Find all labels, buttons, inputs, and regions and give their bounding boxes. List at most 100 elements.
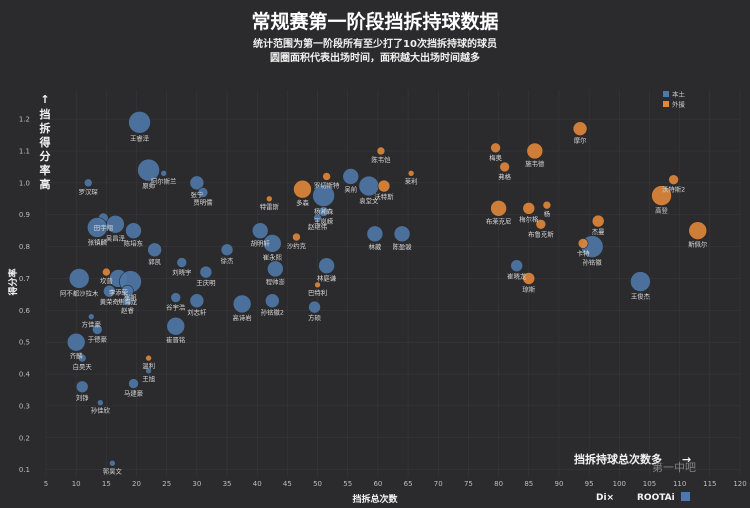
x-annotation-arrow: → <box>682 453 691 466</box>
data-point <box>137 158 160 182</box>
data-point <box>103 284 116 298</box>
data-point-label: 王庆明 <box>196 278 215 287</box>
data-point <box>66 332 86 352</box>
x-tick-label: 55 <box>343 480 352 488</box>
data-point <box>267 260 284 278</box>
data-point <box>499 161 510 173</box>
data-point-label: 原帅 <box>142 181 155 190</box>
x-tick-label: 35 <box>223 480 232 488</box>
data-point-label: 卡特 <box>577 248 590 257</box>
data-point <box>265 195 273 203</box>
data-point <box>318 257 335 274</box>
data-point <box>263 234 282 253</box>
brand-logo-text: ROOTAi <box>637 493 675 503</box>
x-tick-label: 110 <box>673 480 686 488</box>
x-tick-label: 30 <box>192 480 201 488</box>
data-point-label: 郭凯 <box>148 257 161 266</box>
data-point-label: 王俊杰 <box>631 292 651 301</box>
data-point-label: 弗格 <box>498 172 511 181</box>
data-point <box>265 293 280 309</box>
watermark: 第一中吧 <box>652 460 696 474</box>
x-tick-label: 5 <box>44 480 48 488</box>
x-axis-ticks: 5 10 15 20 25 30 35 40 45 50 55 60 65 70 75 80 85 90 95 100… <box>44 480 747 488</box>
data-point-label: 坎普 <box>100 276 113 285</box>
data-point-label: 布莱克尼 <box>486 216 512 225</box>
data-point-label: 郭昊文 <box>103 466 123 475</box>
data-point-label: 梅奥 <box>489 153 502 162</box>
data-point <box>199 265 213 279</box>
data-point <box>176 257 188 268</box>
data-point-label: 赵睿 <box>121 306 134 315</box>
data-point <box>251 222 269 239</box>
data-point <box>407 169 415 177</box>
data-point-label: 温利 <box>142 361 155 370</box>
data-point-label: 施韦德 <box>525 159 545 168</box>
data-point <box>522 202 536 215</box>
data-point <box>510 259 524 272</box>
data-point-label: 程帅澎 <box>266 277 286 286</box>
data-point-label: 崔永熙 <box>263 252 283 261</box>
data-point-label: 孙铭徽2 <box>261 308 284 317</box>
y-tick-label: 0.8 <box>19 243 30 251</box>
data-point-label: 贾明儒 <box>193 197 213 206</box>
data-point <box>68 268 90 289</box>
chart-subtitle-line-1: 统计范围为第一阶段所有至少打了10次挡拆持球的球员 <box>253 37 497 50</box>
data-point-label: 马建豪 <box>124 389 144 398</box>
data-point-label: 方佳豪 <box>82 320 102 329</box>
data-point <box>490 142 501 154</box>
y-tick-label: 0.3 <box>19 402 30 410</box>
legend-label-local: 本土 <box>672 90 686 99</box>
x-tick-label: 40 <box>253 480 262 488</box>
data-point-label: 田宇翔 <box>94 223 113 232</box>
data-point-label: 赵继伟 <box>308 222 328 231</box>
x-tick-label: 60 <box>373 480 382 488</box>
data-point-label: 孙佳欣 <box>91 406 111 415</box>
data-point-label: 王睿泽 <box>130 133 150 142</box>
data-point-label: 斯佩尔 <box>688 240 708 249</box>
data-point-label: 杨瀚森 <box>314 207 334 216</box>
data-point-label: 阿不都沙拉木 <box>60 288 99 297</box>
data-point-label: 琼斯 <box>522 284 535 293</box>
y-tick-label: 0.4 <box>19 371 31 379</box>
data-point-label: 沙约克 <box>287 241 307 250</box>
x-tick-label: 45 <box>283 480 292 488</box>
x-tick-label: 65 <box>404 480 413 488</box>
data-point <box>77 353 87 363</box>
data-point-label: 焦海龙 <box>118 297 138 306</box>
x-tick-label: 85 <box>524 480 533 488</box>
data-point <box>342 168 360 185</box>
data-point-label: 刘晓宇 <box>172 268 191 277</box>
y-axis-ticks: 0.1 0.2 0.3 0.4 0.5 0.6 0.7 0.8 0.9 1.0 1.1 1.2 <box>19 116 31 475</box>
data-point-label: 张镇麟 <box>88 237 108 246</box>
data-point-label: 张帆 <box>124 293 137 302</box>
data-point-label: 孙铭徽 <box>583 258 603 267</box>
x-tick-label: 75 <box>464 480 473 488</box>
data-point-label: 吴昌泽 <box>106 234 126 242</box>
data-point <box>97 399 104 407</box>
data-point <box>145 367 152 375</box>
x-tick-label: 50 <box>313 480 322 488</box>
brand-logo-mark <box>681 492 690 501</box>
legend: 本土 外援 <box>663 90 686 109</box>
x-tick-label: 70 <box>434 480 443 488</box>
data-point <box>122 295 133 307</box>
data-point-label: 莱利 <box>405 176 418 185</box>
data-point <box>220 243 234 257</box>
x-tick-label: 15 <box>102 480 111 488</box>
data-point-label: 杨 <box>544 209 551 218</box>
data-point <box>75 380 89 394</box>
chart-subtitle-line-2: 圆圈面积代表出场时间，面积越大出场时间越多 <box>270 51 480 64</box>
data-point <box>366 225 384 243</box>
data-point-label: 多森 <box>296 198 309 207</box>
data-point-label: 方硕 <box>308 313 321 322</box>
data-point <box>109 459 116 467</box>
legend-label-foreign: 外援 <box>672 100 686 109</box>
y-tick-label: 0.9 <box>19 211 30 219</box>
data-point-label: 布鲁克斯 <box>528 229 554 238</box>
data-point-label: 崔晓龙 <box>507 272 527 281</box>
data-point-label: 杰曼 <box>592 227 605 236</box>
x-tick-label: 95 <box>585 480 594 488</box>
y-axis-title: 得分率 <box>7 268 19 296</box>
y-tick-label: 1.0 <box>19 179 30 187</box>
